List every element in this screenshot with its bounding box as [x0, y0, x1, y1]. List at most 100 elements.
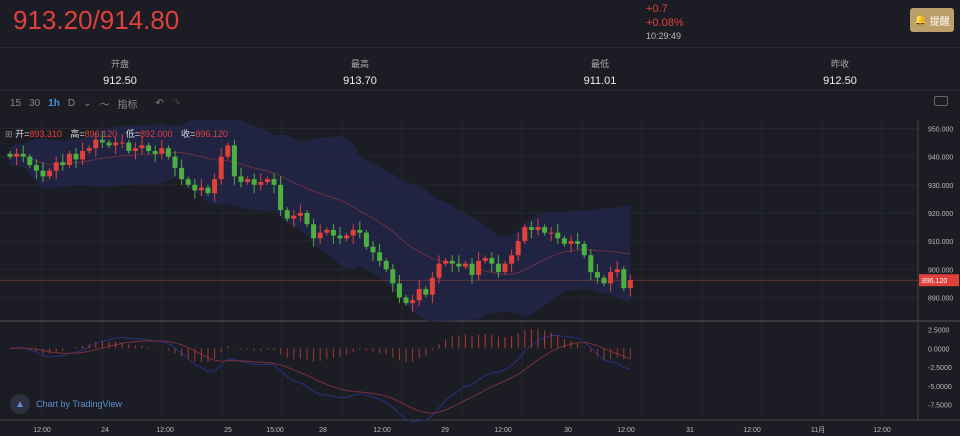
- interval-30[interactable]: 30: [29, 97, 41, 109]
- time-tick: 29: [441, 427, 449, 434]
- low-label: 低=: [125, 129, 140, 139]
- tradingview-branding[interactable]: ▲ Chart by TradingView: [10, 394, 122, 414]
- candle-body: [383, 260, 389, 270]
- alert-button[interactable]: 🔔 提醒: [910, 8, 954, 32]
- price-tick: 940.000: [928, 155, 953, 162]
- candle-body: [489, 258, 495, 264]
- candle-body: [192, 184, 198, 191]
- candle-body: [152, 150, 158, 154]
- candle-body: [231, 145, 237, 177]
- interval-15[interactable]: 15: [10, 97, 22, 109]
- candle-body: [581, 243, 587, 256]
- signal-line: [9, 340, 631, 414]
- candle-body: [86, 148, 92, 151]
- open-value: 893.310: [29, 129, 62, 139]
- time-tick: 12:00: [156, 427, 174, 434]
- candle-body: [225, 145, 231, 157]
- legend-toggle-icon[interactable]: ⊞: [5, 129, 13, 139]
- candle-body: [522, 227, 528, 242]
- candle-body: [476, 260, 482, 275]
- tradingview-logo-icon: ▲: [10, 394, 30, 414]
- candle-body: [53, 162, 59, 171]
- candle-body: [80, 150, 86, 160]
- interval-1h[interactable]: 1h: [48, 97, 60, 109]
- bell-icon: 🔔: [914, 14, 927, 26]
- candle-body: [218, 156, 224, 180]
- candle-body: [357, 229, 363, 233]
- quote-header: 913.20/914.80 +0.7 +0.08% 10:29:49 🔔 提醒: [0, 0, 960, 48]
- candle-body: [502, 263, 508, 273]
- price-tick: 900.000: [928, 267, 953, 274]
- candle-body: [509, 255, 515, 264]
- low-value: 892.000: [139, 129, 173, 139]
- candle-body: [588, 255, 594, 273]
- macd-tick: -5.0000: [928, 384, 952, 391]
- price-tick: 920.000: [928, 211, 953, 218]
- candle-body: [185, 179, 191, 185]
- indicators-icon[interactable]: 〜: [99, 99, 110, 111]
- stat-low: 最低 911.01: [480, 49, 720, 90]
- candle-body: [40, 170, 46, 177]
- candle-body: [456, 263, 462, 267]
- candle-body: [297, 212, 303, 216]
- stat-value: 912.50: [103, 75, 137, 87]
- candle-body: [614, 269, 620, 273]
- candle-body: [561, 238, 567, 244]
- candle-body: [73, 153, 79, 160]
- candle-body: [126, 142, 132, 151]
- candle-body: [14, 153, 20, 157]
- candle-body: [548, 232, 554, 234]
- candle-body: [621, 269, 627, 289]
- close-value: 896.120: [195, 129, 228, 139]
- candle-body: [594, 272, 600, 278]
- macd-tick: 0.0000: [928, 346, 950, 353]
- time-tick: 11月: [811, 426, 825, 434]
- branding-text: Chart by TradingView: [36, 399, 122, 409]
- candle-body: [568, 241, 574, 244]
- candle-body: [495, 263, 501, 273]
- candle-body: [66, 153, 72, 166]
- candle-body: [251, 179, 257, 185]
- high-label: 高=: [70, 129, 85, 139]
- candle-body: [377, 252, 383, 261]
- stat-value: 913.70: [343, 75, 377, 87]
- candle-body: [165, 148, 171, 157]
- price-chart[interactable]: 950.000 940.000 930.000 920.000 910.000 900.0…: [0, 120, 960, 436]
- candle-body: [27, 156, 33, 166]
- candle-body: [462, 263, 468, 267]
- macd-line: [9, 334, 631, 423]
- candle-body: [350, 229, 356, 236]
- redo-icon[interactable]: ↷: [171, 97, 181, 109]
- candle-body: [344, 235, 350, 239]
- candle-body: [535, 227, 541, 230]
- candle-body: [337, 235, 343, 239]
- interval-d[interactable]: D: [67, 97, 76, 109]
- chevron-down-icon[interactable]: ⌄: [83, 97, 92, 109]
- price-tick: 930.000: [928, 183, 953, 190]
- indicators-button[interactable]: 指标: [117, 99, 138, 111]
- candle-body: [370, 246, 376, 253]
- candle-body: [60, 162, 66, 166]
- candle-body: [608, 272, 614, 284]
- candle-body: [271, 179, 277, 185]
- price-tick: 890.000: [928, 295, 953, 302]
- candle-body: [449, 260, 455, 264]
- time-tick: 12:00: [743, 427, 761, 434]
- time-tick: 25: [224, 427, 232, 434]
- candle-body: [601, 277, 607, 284]
- time-tick: 30: [564, 427, 572, 434]
- candle-body: [119, 142, 125, 144]
- candle-body: [179, 167, 185, 180]
- candle-body: [238, 176, 244, 182]
- candle-body: [436, 263, 442, 278]
- stat-label: 昨收: [830, 59, 849, 69]
- stats-row: 开盘 912.50 最高 913.70 最低 911.01 昨收 912.50: [0, 49, 960, 91]
- candle-body: [33, 165, 39, 171]
- camera-icon[interactable]: [934, 96, 948, 106]
- candle-body: [423, 289, 429, 295]
- price-tick: 950.000: [928, 126, 953, 133]
- candle-body: [429, 277, 435, 295]
- time-tick: 24: [101, 427, 109, 434]
- candle-body: [627, 280, 633, 289]
- undo-icon[interactable]: ↶: [155, 97, 164, 109]
